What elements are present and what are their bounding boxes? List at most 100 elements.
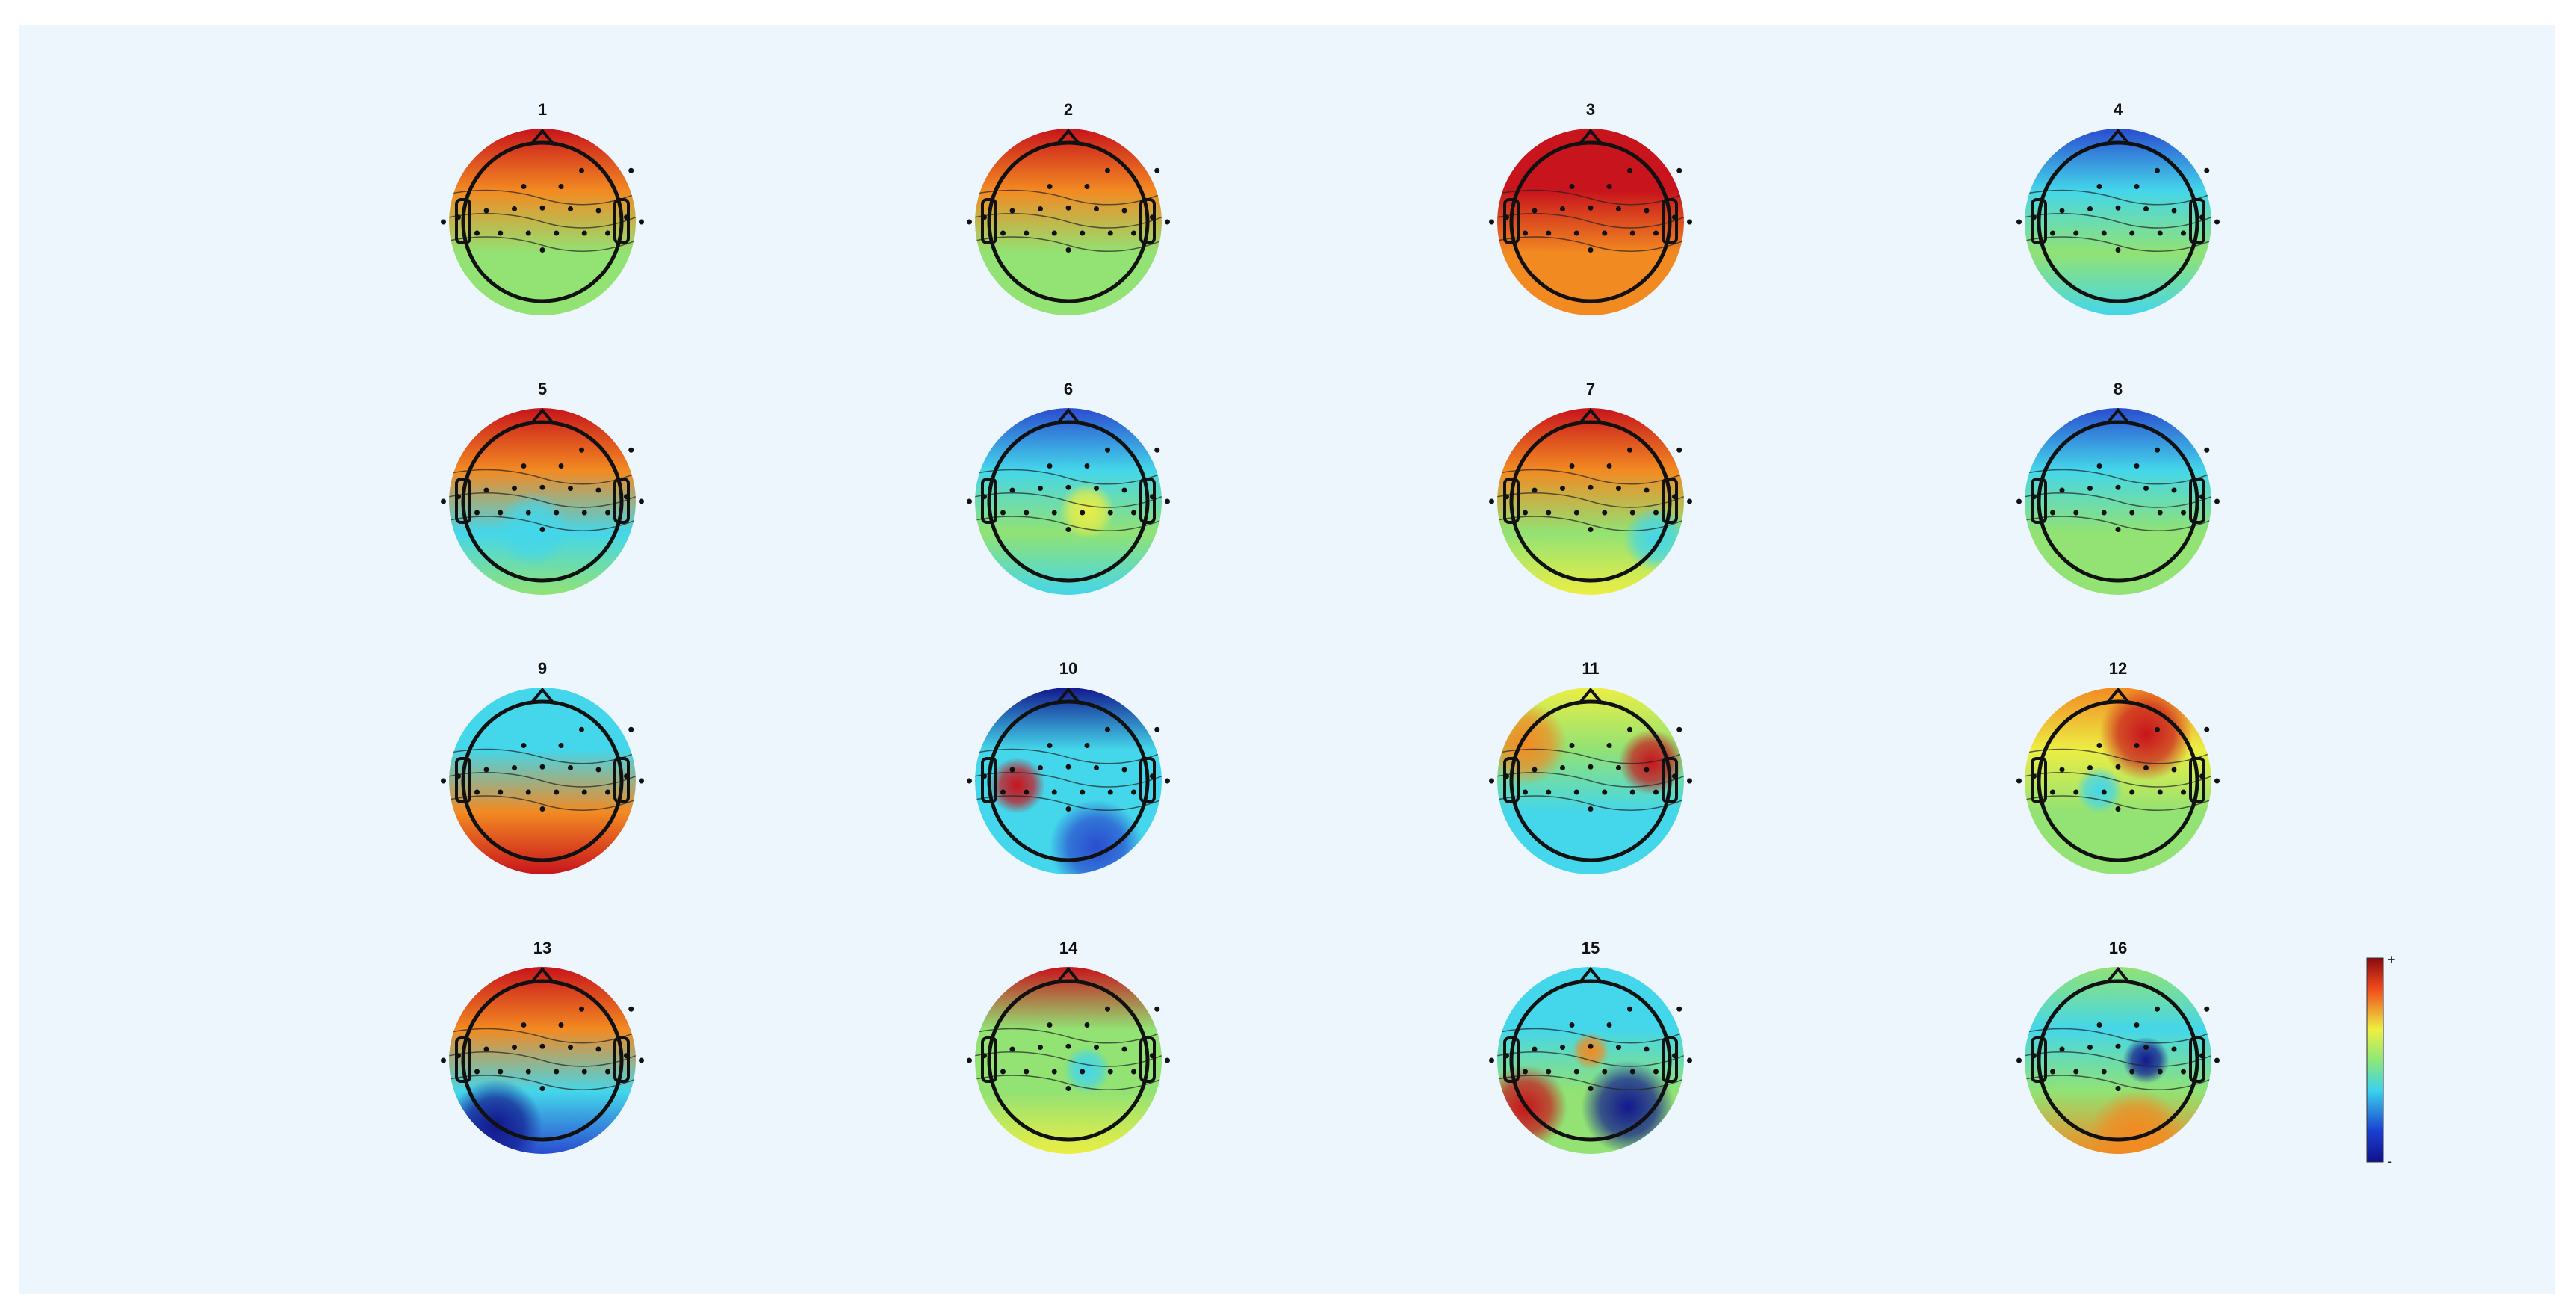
electrode [2199, 773, 2205, 779]
electrode [1687, 1057, 1692, 1063]
field-blob [988, 757, 1045, 814]
electrode [539, 527, 545, 532]
map-label: 12 [2109, 659, 2127, 678]
topomap: 3 [1489, 100, 1692, 315]
electrode [2050, 510, 2055, 516]
electrode [441, 498, 446, 504]
electrode [1573, 230, 1579, 236]
electrode [1165, 1057, 1170, 1063]
electrode [1588, 205, 1594, 211]
electrode [2129, 789, 2135, 795]
map-field [2025, 408, 2211, 595]
electrode [624, 773, 629, 779]
contour [975, 795, 1162, 812]
electrode [1038, 1045, 1043, 1050]
contour [2025, 772, 2211, 788]
electrode [1588, 1043, 1594, 1049]
electrode [639, 219, 644, 225]
electrode [1131, 230, 1136, 236]
electrode [628, 726, 634, 732]
electrode [2134, 184, 2140, 189]
ear [1139, 198, 1156, 244]
electrode [639, 498, 644, 504]
topomap: 15 [1489, 939, 1692, 1154]
electrode [568, 765, 573, 770]
electrode [1569, 463, 1575, 469]
electrode [2031, 1053, 2037, 1059]
electrode [1569, 1022, 1575, 1028]
electrode [2157, 789, 2163, 795]
ear [613, 757, 630, 803]
electrode [2134, 463, 2140, 469]
electrode [568, 206, 573, 211]
electrode [1504, 773, 1509, 779]
topomap: 4 [2016, 100, 2220, 315]
contour [2025, 236, 2211, 253]
electrode [2171, 208, 2177, 214]
electrode [1080, 1069, 1086, 1075]
electrode [2214, 219, 2220, 225]
electrode [2016, 1057, 2022, 1063]
colorbar-max: + [2388, 952, 2396, 967]
contour [1497, 516, 1684, 532]
contour [449, 213, 636, 229]
electrode [982, 1053, 987, 1059]
contour [975, 213, 1162, 229]
contour [449, 795, 636, 812]
electrode [1627, 726, 1632, 732]
contour [975, 236, 1162, 253]
electrode [554, 1069, 560, 1075]
field-blob [2090, 1088, 2184, 1154]
electrode [1523, 230, 1528, 236]
electrode [2059, 767, 2065, 773]
electrode [474, 789, 480, 795]
electrode [1024, 1069, 1030, 1075]
map-label: 4 [2114, 100, 2123, 119]
electrode [2199, 1053, 2205, 1059]
electrode [2115, 205, 2121, 211]
electrode [1165, 778, 1170, 784]
head-outline [1509, 140, 1672, 303]
topomap: 8 [2016, 380, 2220, 595]
nose [530, 966, 554, 983]
electrode [1009, 1046, 1015, 1052]
electrode [2059, 208, 2065, 214]
contour [975, 748, 1162, 764]
map-label: 2 [1064, 100, 1073, 119]
electrode [2016, 219, 2022, 225]
contour [1497, 1051, 1684, 1067]
contour [975, 1051, 1162, 1067]
electrode [579, 726, 584, 732]
electrode [2214, 498, 2220, 504]
electrode [1653, 230, 1659, 236]
electrode [568, 486, 573, 491]
electrode [539, 1086, 545, 1091]
electrode [1084, 1022, 1090, 1028]
electrode [2157, 230, 2163, 236]
electrode [558, 1022, 564, 1028]
electrode [1154, 726, 1160, 732]
electrode [2073, 230, 2079, 236]
electrode [2181, 230, 2186, 236]
contour [449, 516, 636, 532]
electrode [1573, 789, 1579, 795]
electrode [1602, 510, 1608, 516]
electrode [1000, 789, 1006, 795]
electrode [1523, 1069, 1528, 1075]
electrode [568, 1045, 573, 1050]
electrode [1038, 486, 1043, 491]
electrode [2050, 789, 2055, 795]
ear [455, 478, 471, 524]
electrode [1131, 1069, 1136, 1075]
electrode [1616, 206, 1621, 211]
electrode [2101, 230, 2107, 236]
electrode [1024, 510, 1030, 516]
electrode [1653, 1069, 1659, 1075]
electrode [1084, 743, 1090, 748]
electrode [605, 230, 610, 236]
contour [449, 236, 636, 253]
electrode [1105, 447, 1110, 453]
electrode [1084, 184, 1090, 189]
electrode [1629, 1069, 1635, 1075]
